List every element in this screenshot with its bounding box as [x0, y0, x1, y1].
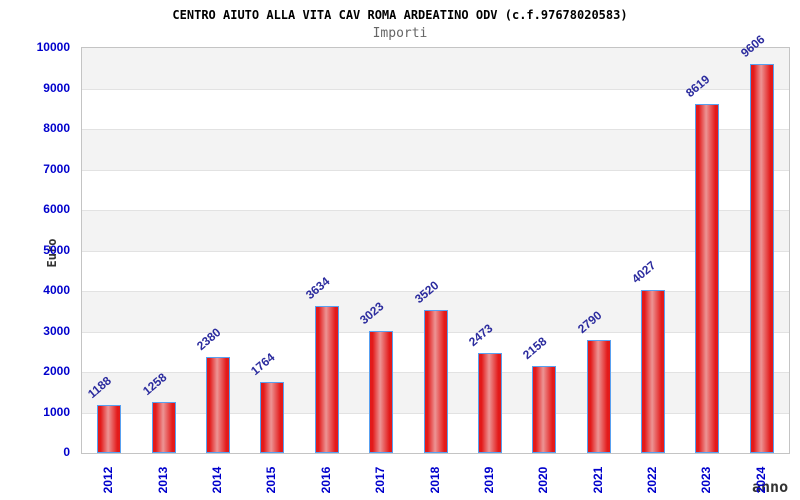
- y-tick-label-2000: 2000: [43, 364, 70, 378]
- bar-2022: [641, 289, 666, 453]
- x-tick-label-2017: 2017: [373, 466, 388, 494]
- x-tick-label-2014: 2014: [209, 466, 224, 494]
- x-tick-label-2024: 2024: [753, 466, 768, 494]
- bar-2018: [423, 310, 448, 453]
- bar-2020: [532, 365, 557, 453]
- chart-title: CENTRO AIUTO ALLA VITA CAV ROMA ARDEATIN…: [172, 8, 628, 22]
- x-tick-label-2019: 2019: [481, 466, 496, 494]
- gridline-5000: [82, 250, 789, 252]
- y-tick-label-0: 0: [63, 445, 70, 459]
- plot-band-7000: [82, 129, 789, 170]
- gridline-8000: [82, 129, 789, 130]
- bar-2023: [695, 103, 720, 453]
- gridline-9000: [82, 88, 789, 90]
- bar-2017: [369, 330, 394, 453]
- y-tick-label-8000: 8000: [43, 121, 70, 135]
- x-tick-label-2018: 2018: [427, 466, 442, 494]
- y-tick-label-4000: 4000: [43, 283, 70, 297]
- y-tick-label-1000: 1000: [43, 404, 70, 419]
- y-tick-label-3000: 3000: [43, 323, 70, 338]
- x-tick-label-2023: 2023: [699, 466, 714, 494]
- x-tick-label-2015: 2015: [264, 466, 279, 494]
- x-tick-label-2012: 2012: [101, 466, 116, 494]
- x-tick-label-2013: 2013: [155, 466, 170, 494]
- x-tick-label-2021: 2021: [590, 466, 605, 494]
- chart-subtitle: Importi: [372, 26, 428, 41]
- x-tick-label-2016: 2016: [318, 466, 333, 494]
- bar-2016: [314, 305, 339, 453]
- x-tick-label-2020: 2020: [536, 466, 551, 494]
- y-tick-label-7000: 7000: [43, 161, 70, 176]
- gridline-6000: [82, 210, 789, 211]
- plot-band-6000: [82, 169, 789, 210]
- x-tick-label-2022: 2022: [645, 466, 660, 494]
- plot-band-4000: [82, 250, 789, 291]
- plot-band-9000: [82, 48, 789, 89]
- y-tick-label-6000: 6000: [43, 202, 70, 216]
- bar-2013: [151, 402, 176, 453]
- bar-2021: [586, 340, 611, 453]
- bar-2015: [260, 381, 285, 453]
- bar-2024: [749, 63, 774, 453]
- y-tick-label-5000: 5000: [43, 242, 70, 257]
- y-tick-label-9000: 9000: [43, 80, 70, 95]
- plot-band-5000: [82, 210, 789, 251]
- y-tick-label-10000: 10000: [36, 40, 70, 54]
- bar-2012: [97, 404, 122, 453]
- x-axis-title: anno: [752, 478, 789, 496]
- bar-2014: [205, 356, 230, 453]
- bar-2019: [477, 352, 502, 453]
- gridline-7000: [82, 169, 789, 171]
- gridline-4000: [82, 291, 789, 292]
- plot-band-8000: [82, 88, 789, 129]
- plot-area: 1188 1258 2380 1764 3634 3023 3520 2473 2158 2790…: [81, 32, 790, 454]
